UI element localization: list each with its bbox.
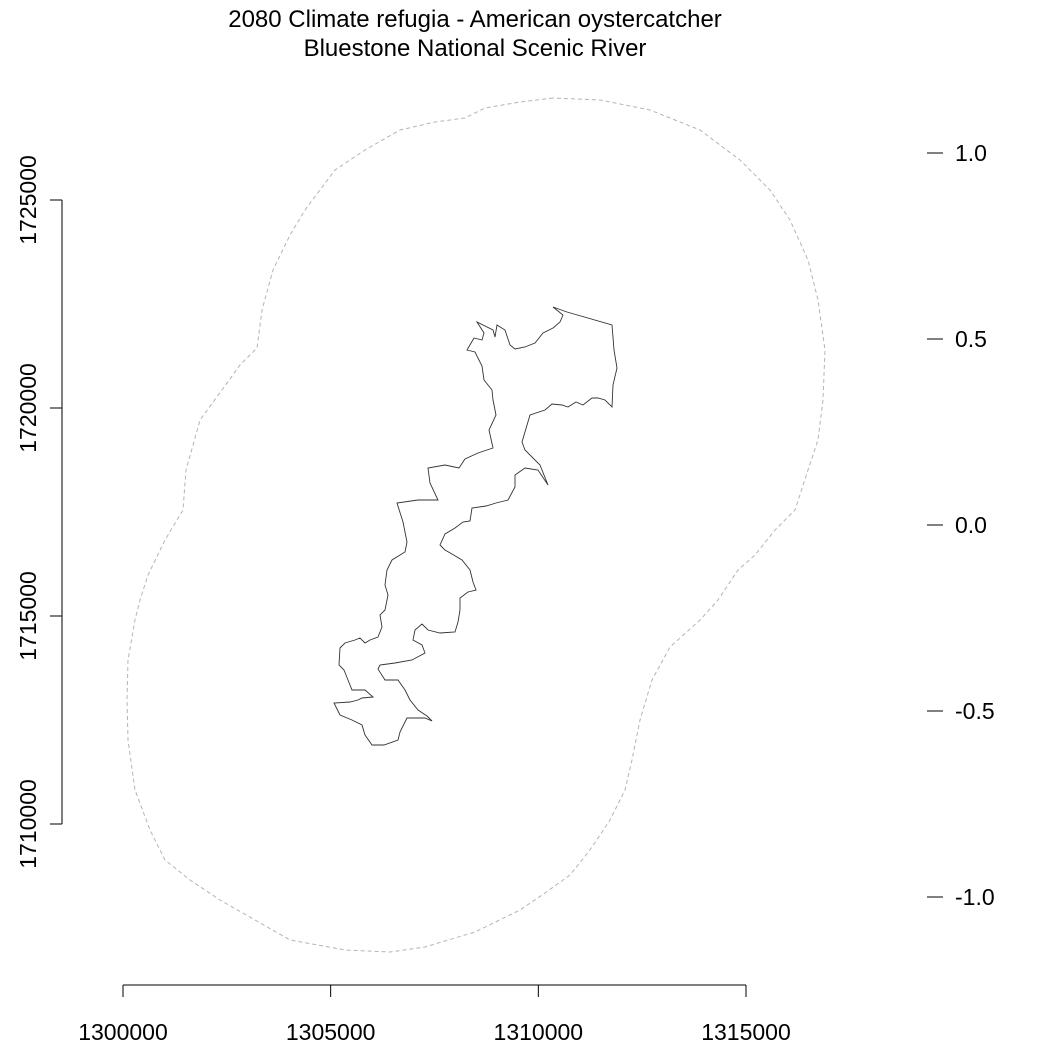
y-tick-label: 1725000 [15,155,41,245]
map-subtitle: Bluestone National Scenic River [304,35,647,62]
x-tick-label: 1300000 [78,1019,168,1045]
legend-tick-label: 0.5 [955,326,987,352]
buffer-outline [126,97,826,953]
legend-scale: 1.0 0.5 0.0 -0.5 -1.0 [927,140,995,910]
legend-tick-label: 1.0 [955,140,987,166]
y-tick-label: 1720000 [15,363,41,453]
x-tick-label: 1315000 [701,1019,791,1045]
y-axis: 1710000 1715000 1720000 1725000 [15,155,63,869]
x-tick-label: 1310000 [494,1019,584,1045]
map-title: 2080 Climate refugia - American oysterca… [228,6,722,33]
y-tick-label: 1715000 [15,571,41,661]
legend-tick-label: -1.0 [955,884,995,910]
legend-tick-label: -0.5 [955,698,995,724]
legend-tick-label: 0.0 [955,512,987,538]
park-boundary [333,306,618,746]
x-axis: 1300000 1305000 1310000 1315000 [78,984,791,1045]
y-tick-label: 1710000 [15,779,41,869]
x-tick-label: 1305000 [286,1019,376,1045]
